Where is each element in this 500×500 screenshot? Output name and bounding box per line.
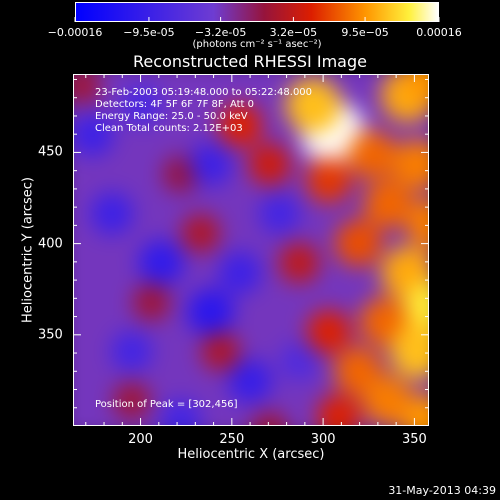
heatmap-blob [218,251,262,295]
heatmap-blob [306,309,351,354]
heatmap-blob [279,341,319,381]
heatmap-blob [132,283,171,321]
colorbar-tick-label: −9.5e-05 [123,26,175,39]
y-tick-label: 450 [38,144,63,160]
colorbar-tick-label: −0.00016 [47,26,103,39]
heatmap-blob [347,129,397,180]
chart-title: Reconstructed RHESSI Image [133,52,367,71]
heatmap-blob [181,213,221,253]
energy-range-label: Energy Range: 25.0 - 50.0 keV [95,111,248,122]
total-counts-label: Clean Total counts: 2.12E+03 [95,123,243,134]
colorbar-tick-label: 0.00016 [416,26,462,39]
heatmap-blob [110,330,153,373]
timestamp: 31-May-2013 04:39 [388,484,496,497]
heatmap-blob [200,332,240,371]
heatmap-blob [188,142,233,186]
x-tick-label: 350 [401,432,427,447]
y-axis-label: Heliocentric Y (arcsec) [20,177,36,323]
colorbar [75,2,439,22]
x-tick-label: 200 [128,432,153,447]
heatmap-blob [227,358,273,404]
colorbar-tick-label: 9.5e−05 [341,26,389,39]
x-axis-label: Heliocentric X (arcsec) [177,447,325,462]
heatmap-blob [334,219,383,267]
heatmap-blob [285,77,342,134]
heatmap-blob [305,157,352,203]
heatmap-blob [248,143,291,186]
colorbar-tick-label: 3.2e−05 [269,26,318,39]
colorbar-tick-label: −3.2e-05 [194,26,247,39]
heatmap-blob [258,192,301,235]
colorbar-units: (photons cm⁻² s⁻¹ asec⁻²) [192,39,322,50]
heatmap-blob [90,191,134,236]
heatmap-blob [363,179,413,229]
time-range-label: 23-Feb-2003 05:19:48.000 to 05:22:48.000 [95,87,313,98]
heatmap-blob [138,239,185,286]
heatmap-blob [187,288,235,336]
detectors-label: Detectors: 4F 5F 6F 7F 8F, Att 0 [95,99,255,110]
y-tick-label: 400 [38,236,63,252]
x-tick-label: 300 [310,432,336,447]
x-tick-label: 250 [219,432,245,447]
peak-position-label: Position of Peak = [302,456] [95,399,238,410]
heatmap-blob [279,242,320,284]
y-tick-label: 350 [38,327,63,343]
